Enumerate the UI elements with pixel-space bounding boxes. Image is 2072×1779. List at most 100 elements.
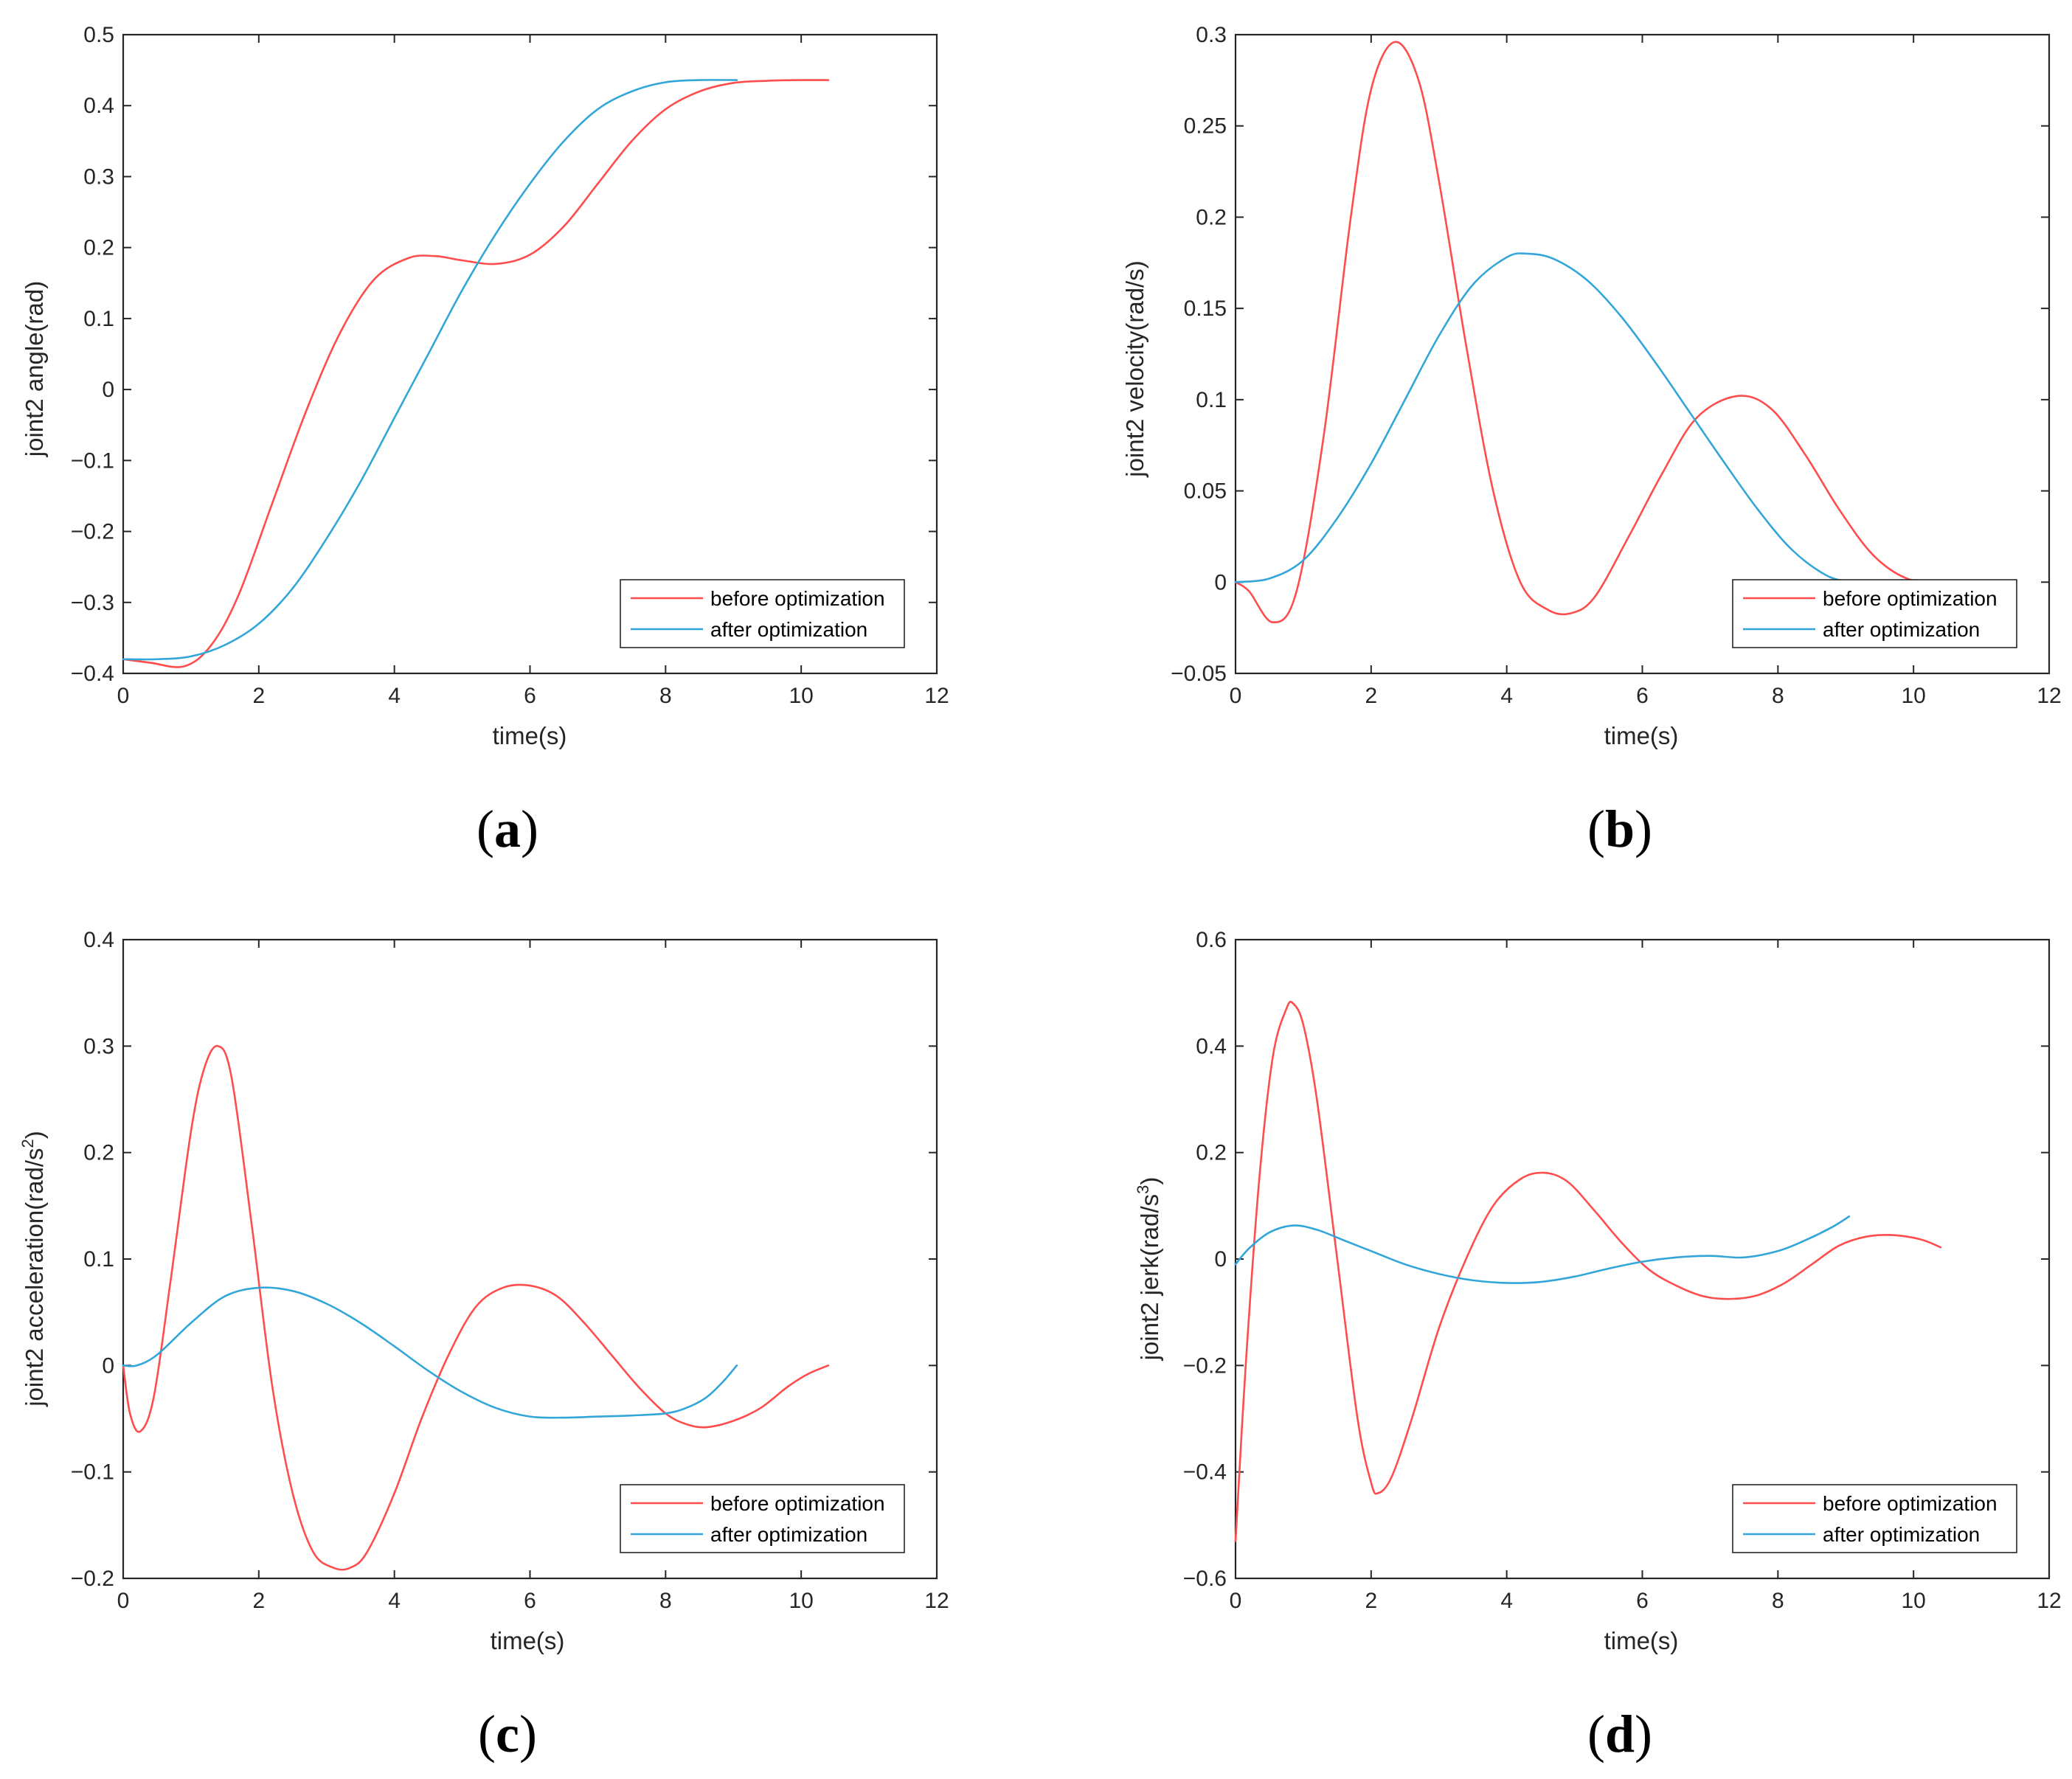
ylabel-c-end: ) — [21, 1131, 48, 1139]
ytick-label-d-4: 0.2 — [1196, 1141, 1227, 1165]
xtick-label-a-2: 4 — [388, 684, 401, 708]
ytick-label-c-3: 0.1 — [83, 1247, 114, 1272]
xtick-label-d-5: 10 — [1901, 1589, 1925, 1613]
ytick-label-c-5: 0.3 — [83, 1034, 114, 1058]
legend-box-c — [620, 1484, 905, 1553]
xtick-label-b-4: 8 — [1772, 684, 1784, 708]
legend-box-a — [620, 579, 905, 648]
ytick-label-c-6: 0.4 — [83, 928, 114, 952]
ytick-label-a-6: 0.2 — [83, 236, 114, 260]
ytick-label-a-1: −0.3 — [71, 591, 114, 615]
ytick-label-c-4: 0.2 — [83, 1141, 114, 1165]
legend-box-b — [1732, 579, 2017, 648]
panel-d: 0 2 4 6 8 10 12 −0.6 −0.4 −0.2 0 0.2 0.4 0.6 before op… — [1134, 928, 2062, 1764]
xtick-label-a-6: 12 — [924, 684, 949, 708]
ytick-label-a-0: −0.4 — [71, 662, 114, 686]
caption-c-letter: c — [496, 1705, 519, 1764]
xtick-label-a-0: 0 — [117, 684, 130, 708]
xtick-label-a-1: 2 — [252, 684, 265, 708]
xtick-label-d-4: 8 — [1772, 1589, 1784, 1613]
ytick-label-d-6: 0.6 — [1196, 928, 1227, 952]
caption-b-open: ( — [1587, 800, 1605, 859]
ytick-label-b-0: −0.05 — [1171, 662, 1227, 686]
legend-label-a-0: before optimization — [710, 587, 885, 610]
xtick-label-d-6: 12 — [2037, 1589, 2061, 1613]
panel-b: 0 2 4 6 8 10 12−0.0500.050.10.150.20.250.3befo… — [1121, 23, 2062, 859]
caption-c: (c) — [478, 1705, 537, 1764]
caption-b-close: ) — [1635, 800, 1652, 859]
axes-box-b — [1234, 33, 2051, 675]
series-line-d-after — [1234, 1215, 1851, 1284]
xtick-label-c-6: 12 — [924, 1589, 949, 1613]
ytick-label-a-7: 0.3 — [83, 164, 114, 189]
ytick-label-b-2: 0.05 — [1184, 479, 1227, 504]
panel-a: 0 2 4 6 8 10 12 −0.4 −0.3 −0.2 −0.1 0 0.1 0.2 0.3 0.4 0.… — [21, 23, 949, 859]
xtick-label-a-4: 8 — [659, 684, 672, 708]
ylabel-b: joint2 velocity(rad/s) — [1121, 260, 1148, 477]
ytick-label-b-5: 0.2 — [1196, 205, 1227, 229]
xtick-label-b-6: 12 — [2037, 684, 2061, 708]
caption-b-letter: b — [1605, 800, 1635, 859]
xtick-label-d-1: 2 — [1365, 1589, 1377, 1613]
ylabel-c-main: joint2 acceleration(rad/s — [21, 1148, 48, 1407]
xtick-label-b-5: 10 — [1901, 684, 1925, 708]
legend-label-c-1: after optimization — [710, 1523, 867, 1546]
ytick-label-d-1: −0.4 — [1183, 1460, 1227, 1485]
caption-a-close: ) — [521, 800, 538, 859]
ytick-label-a-3: −0.1 — [71, 448, 114, 473]
ytick-label-a-8: 0.4 — [83, 94, 114, 118]
legend-box-d — [1732, 1484, 2017, 1553]
xtick-label-a-5: 10 — [789, 684, 813, 708]
series-line-d-before — [1234, 1000, 1942, 1542]
series-line-a-before — [122, 79, 830, 668]
legend-label-d-0: before optimization — [1823, 1492, 1997, 1515]
series-line-c-before — [122, 1044, 830, 1571]
caption-d-letter: d — [1605, 1705, 1635, 1764]
xlabel-d: time(s) — [1604, 1627, 1679, 1654]
ytick-label-a-5: 0.1 — [83, 307, 114, 331]
caption-c-close: ) — [519, 1705, 537, 1764]
caption-a: (a) — [477, 800, 538, 859]
xtick-label-c-4: 8 — [659, 1589, 672, 1613]
legend-label-b-0: before optimization — [1823, 587, 1997, 610]
ylabel-a: joint2 angle(rad) — [21, 281, 48, 457]
series-line-a-after — [122, 79, 738, 661]
legend-label-b-1: after optimization — [1823, 618, 1980, 641]
series-line-c-after — [122, 1286, 738, 1419]
xtick-label-d-0: 0 — [1230, 1589, 1242, 1613]
xtick-label-c-5: 10 — [789, 1589, 813, 1613]
caption-c-open: ( — [478, 1705, 496, 1764]
xlabel-b: time(s) — [1604, 722, 1679, 749]
caption-a-letter: a — [494, 800, 521, 859]
ytick-label-c-0: −0.2 — [71, 1567, 114, 1591]
xtick-label-c-3: 6 — [524, 1589, 536, 1613]
ytick-label-a-9: 0.5 — [83, 23, 114, 47]
axes-box-c — [122, 938, 938, 1580]
ytick-label-c-2: 0 — [102, 1353, 114, 1378]
xtick-label-c-2: 4 — [388, 1589, 401, 1613]
panel-c: 0 2 4 6 8 10 12 −0.2 −0.1 0 0.1 0.2 0.3 0.4 before opt… — [18, 928, 949, 1764]
caption-b: (b) — [1587, 800, 1652, 859]
xtick-label-d-3: 6 — [1636, 1589, 1649, 1613]
xtick-label-b-0: 0 — [1230, 684, 1242, 708]
xtick-label-c-1: 2 — [252, 1589, 265, 1613]
xlabel-c: time(s) — [491, 1627, 565, 1654]
ytick-label-d-0: −0.6 — [1183, 1567, 1227, 1591]
ylabel-d-sup: 3 — [1134, 1185, 1152, 1194]
xtick-label-a-3: 6 — [524, 684, 536, 708]
ytick-label-b-3: 0.1 — [1196, 388, 1227, 412]
xtick-label-d-2: 4 — [1500, 1589, 1513, 1613]
ytick-label-b-6: 0.25 — [1184, 114, 1227, 139]
ylabel-d: joint2 jerk(rad/s3) — [1134, 1177, 1163, 1362]
legend-label-c-0: before optimization — [710, 1492, 885, 1515]
ytick-label-d-3: 0 — [1214, 1247, 1227, 1272]
caption-a-open: ( — [477, 800, 494, 859]
xtick-label-c-0: 0 — [117, 1589, 130, 1613]
ylabel-c-sup: 2 — [18, 1139, 37, 1148]
ytick-label-d-5: 0.4 — [1196, 1034, 1227, 1058]
xtick-label-b-2: 4 — [1500, 684, 1513, 708]
ylabel-c: joint2 acceleration(rad/s2) — [18, 1131, 48, 1407]
xtick-label-b-1: 2 — [1365, 684, 1377, 708]
ylabel-d-end: ) — [1136, 1177, 1163, 1185]
